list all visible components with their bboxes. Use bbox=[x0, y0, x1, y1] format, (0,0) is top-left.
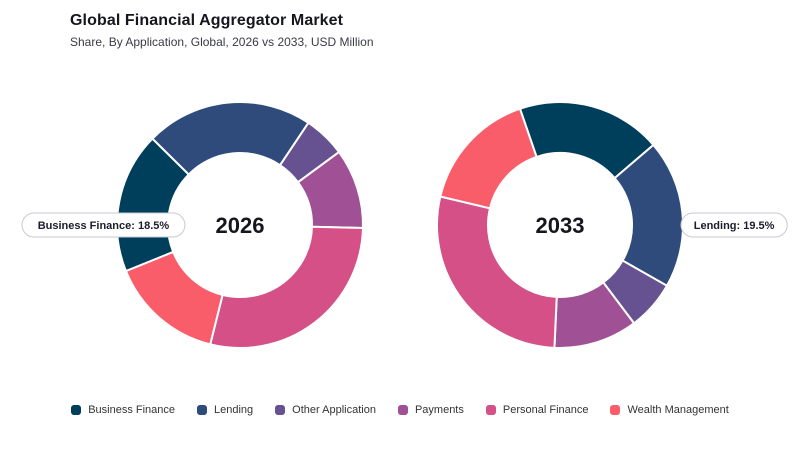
donut-2026: 2026 Business Finance: 18.5% bbox=[21, 101, 364, 349]
legend-swatch bbox=[610, 405, 621, 415]
legend-label: Wealth Management bbox=[627, 404, 729, 416]
donut-center-label: 2026 bbox=[216, 213, 265, 238]
legend-swatch bbox=[485, 405, 496, 415]
chart-legend: Business Finance Lending Other Application… bbox=[0, 404, 800, 416]
legend-swatch bbox=[197, 405, 208, 415]
legend-item-wealth-management[interactable]: Wealth Management bbox=[610, 404, 729, 416]
slice-personal-finance[interactable] bbox=[436, 195, 558, 349]
legend-item-personal-finance[interactable]: Personal Finance bbox=[485, 404, 589, 416]
chart-subtitle: Share, By Application, Global, 2026 vs 2… bbox=[70, 35, 374, 49]
slice-wealth-management[interactable] bbox=[439, 107, 538, 210]
chart-title: Global Financial Aggregator Market bbox=[70, 12, 344, 29]
callout-label: Lending: 19.5% bbox=[694, 220, 775, 232]
slice-wealth-management[interactable] bbox=[124, 250, 224, 346]
legend-item-business-finance[interactable]: Business Finance bbox=[71, 404, 175, 416]
legend-item-other-application[interactable]: Other Application bbox=[275, 404, 376, 416]
legend-label: Other Application bbox=[292, 404, 376, 416]
legend-swatch bbox=[71, 405, 82, 415]
legend-label: Personal Finance bbox=[502, 404, 589, 416]
callout-label: Business Finance: 18.5% bbox=[38, 220, 170, 232]
legend-label: Business Finance bbox=[88, 404, 176, 416]
slice-personal-finance[interactable] bbox=[209, 225, 364, 349]
chart-header: Global Financial Aggregator Market Share… bbox=[70, 12, 374, 49]
callout-box bbox=[680, 212, 788, 238]
donut-center-label: 2033 bbox=[536, 213, 585, 238]
legend-label: Lending bbox=[214, 404, 254, 416]
legend-swatch bbox=[275, 405, 286, 415]
legend-label: Payments bbox=[414, 404, 464, 416]
callout-box bbox=[21, 212, 186, 238]
legend-item-lending[interactable]: Lending bbox=[197, 404, 253, 416]
legend-swatch bbox=[397, 405, 408, 415]
legend-item-payments[interactable]: Payments bbox=[397, 404, 464, 416]
donut-2033: 2033 Lending: 19.5% bbox=[436, 101, 788, 349]
